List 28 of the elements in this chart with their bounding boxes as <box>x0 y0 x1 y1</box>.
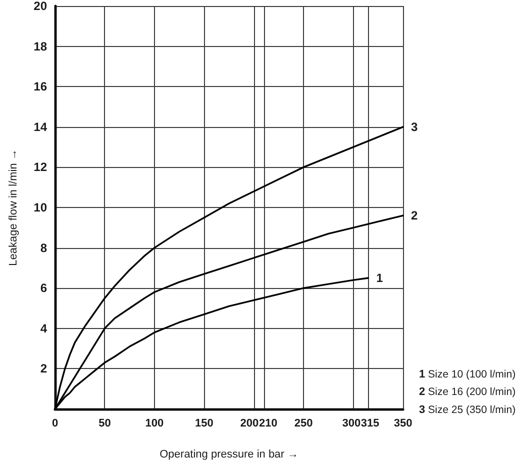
y-tick-label: 2 <box>40 362 48 376</box>
y-tick-label: 4 <box>40 321 48 336</box>
y-tick-label: 18 <box>34 39 48 54</box>
y-tick-label: 16 <box>34 80 48 94</box>
x-tick-label: 100 <box>145 418 164 430</box>
y-axis-title: Leakage flow in l/min → <box>8 149 20 266</box>
x-tick-label: 150 <box>194 418 214 430</box>
x-tick-label: 50 <box>98 418 111 430</box>
x-tick-label: 200 <box>240 418 259 430</box>
x-tick-label: 0 <box>52 418 58 430</box>
y-tick-label: 10 <box>34 200 48 214</box>
series-label: 1 <box>376 271 384 286</box>
y-tick-label: 6 <box>40 281 48 296</box>
y-tick-label: 12 <box>34 160 48 174</box>
x-axis-title: Operating pressure in bar → <box>160 448 298 460</box>
x-tick-label: 315 <box>360 418 380 430</box>
y-tick-label: 14 <box>34 120 48 134</box>
x-tick-label: 300 <box>342 418 361 430</box>
text: 1 Size 10 (100 l/min) <box>419 368 516 380</box>
x-tick-label: 350 <box>394 418 412 430</box>
x-tick-label: 250 <box>294 418 313 430</box>
y-tick-label: 8 <box>40 240 48 255</box>
x-tick-label: 210 <box>259 418 278 430</box>
series-label: 3 <box>411 120 418 134</box>
text: 2 Size 16 (200 l/min) <box>419 386 516 398</box>
series-label: 2 <box>411 208 418 223</box>
text: 3 Size 25 (350 l/min) <box>419 404 516 416</box>
y-tick-label: 20 <box>34 0 48 13</box>
